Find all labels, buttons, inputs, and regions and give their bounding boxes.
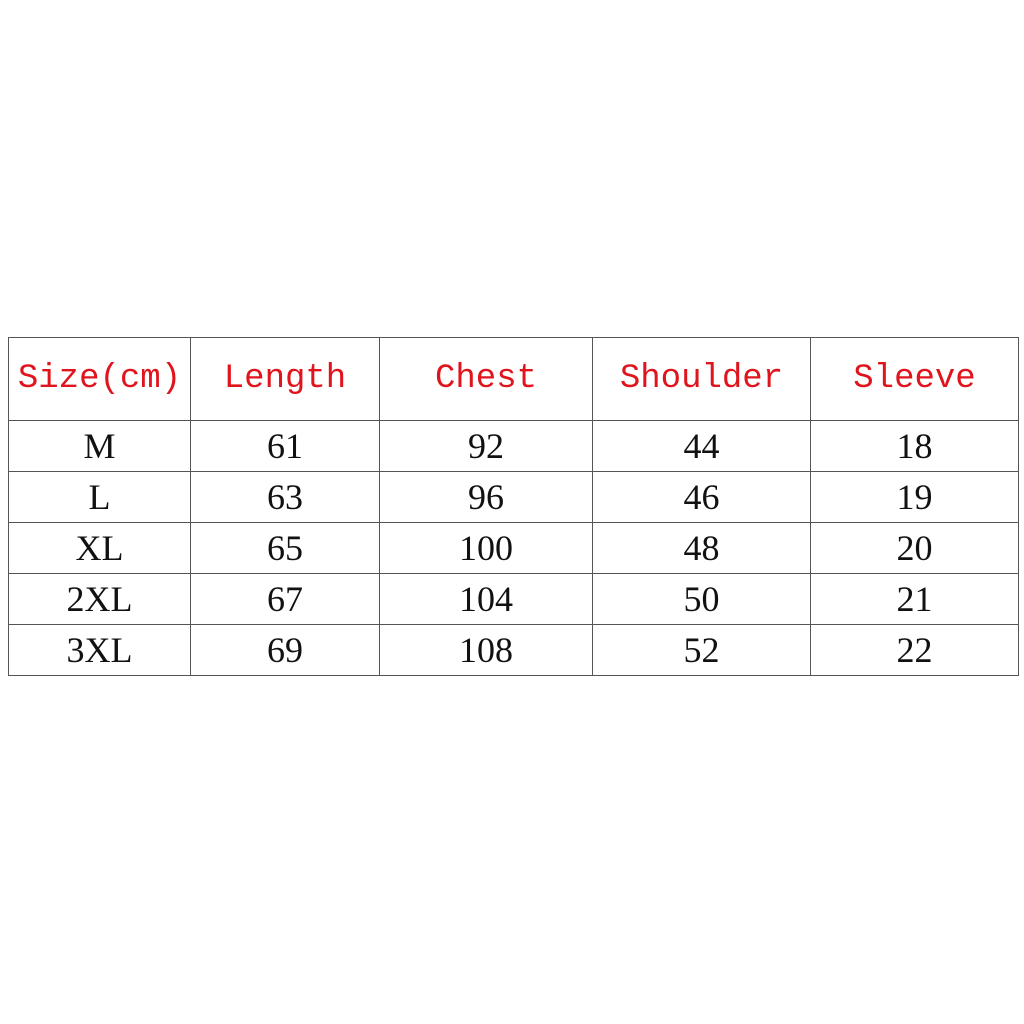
- header-cell: Length: [190, 337, 380, 421]
- table-cell: 104: [379, 573, 593, 625]
- table-cell: 20: [810, 522, 1019, 574]
- header-cell: Chest: [379, 337, 593, 421]
- table-cell: 65: [190, 522, 380, 574]
- table-cell: XL: [8, 522, 191, 574]
- size-table: Size(cm) Length Chest Shoulder Sleeve M 61 92 4…: [8, 337, 1019, 676]
- table-cell: 96: [379, 471, 593, 523]
- table-cell: 108: [379, 624, 593, 676]
- table-body: M 61 92 44 18 L 63 96 46 19 XL 65 100 48 20 2XL 67 104 50 2…: [8, 420, 1019, 676]
- table-cell: 50: [592, 573, 811, 625]
- table-cell: 21: [810, 573, 1019, 625]
- table-cell: M: [8, 420, 191, 472]
- table-cell: 48: [592, 522, 811, 574]
- table-cell: 3XL: [8, 624, 191, 676]
- table-cell: L: [8, 471, 191, 523]
- table-cell: 100: [379, 522, 593, 574]
- table-cell: 19: [810, 471, 1019, 523]
- table-cell: 61: [190, 420, 380, 472]
- header-cell: Shoulder: [592, 337, 811, 421]
- table-cell: 44: [592, 420, 811, 472]
- table-cell: 92: [379, 420, 593, 472]
- table-cell: 63: [190, 471, 380, 523]
- header-cell: Size(cm): [8, 337, 191, 421]
- table-cell: 2XL: [8, 573, 191, 625]
- header-cell: Sleeve: [810, 337, 1019, 421]
- header-row: Size(cm) Length Chest Shoulder Sleeve: [8, 337, 1019, 421]
- table-cell: 67: [190, 573, 380, 625]
- table-cell: 18: [810, 420, 1019, 472]
- table-cell: 22: [810, 624, 1019, 676]
- table-row: 2XL 67 104 50 21: [8, 573, 1019, 625]
- table-row: XL 65 100 48 20: [8, 522, 1019, 574]
- table-row: 3XL 69 108 52 22: [8, 624, 1019, 676]
- table-cell: 69: [190, 624, 380, 676]
- table-cell: 52: [592, 624, 811, 676]
- table-row: L 63 96 46 19: [8, 471, 1019, 523]
- table-cell: 46: [592, 471, 811, 523]
- table-row: M 61 92 44 18: [8, 420, 1019, 472]
